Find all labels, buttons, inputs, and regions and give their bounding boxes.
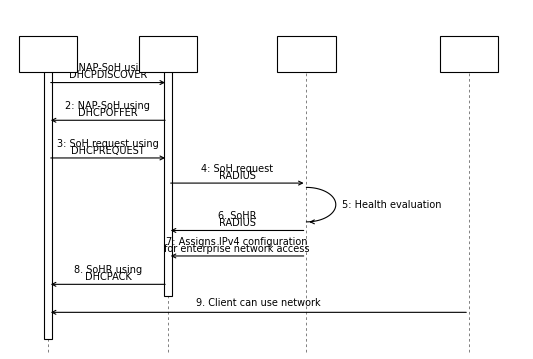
Text: 1: NAP-SoH using: 1: NAP-SoH using — [66, 63, 150, 73]
Text: 4: SoH request: 4: SoH request — [201, 164, 273, 174]
Bar — [277, 36, 336, 72]
Text: NPS: NPS — [297, 49, 316, 59]
Text: 7: Assigns IPv4 configuration: 7: Assigns IPv4 configuration — [166, 237, 308, 247]
Text: DHCPREQUEST: DHCPREQUEST — [71, 146, 145, 156]
Text: for enterprise network access: for enterprise network access — [165, 244, 310, 254]
Bar — [139, 36, 197, 72]
Text: RADIUS: RADIUS — [219, 171, 256, 181]
Bar — [164, 63, 172, 296]
Text: Enterprise
network: Enterprise network — [444, 43, 494, 65]
Bar — [44, 63, 52, 339]
Text: 9. Client can use network: 9. Client can use network — [196, 298, 321, 308]
Text: DHCPDISCOVER: DHCPDISCOVER — [69, 70, 147, 80]
Text: DHCPACK: DHCPACK — [85, 272, 131, 282]
Text: 2: NAP-SoH using: 2: NAP-SoH using — [66, 101, 150, 111]
Text: RADIUS: RADIUS — [219, 218, 256, 228]
Text: 5: Health evaluation: 5: Health evaluation — [342, 200, 442, 210]
Bar — [19, 36, 77, 72]
Text: 3: SoH request using: 3: SoH request using — [57, 139, 159, 149]
Text: 6. SoHR: 6. SoHR — [218, 211, 256, 221]
Text: DHCPOFFER: DHCPOFFER — [78, 108, 138, 118]
Text: NAP client: NAP client — [23, 49, 73, 59]
Text: 8. SoHR using: 8. SoHR using — [74, 265, 142, 275]
Bar — [440, 36, 498, 72]
Text: DHCP
server: DHCP server — [152, 43, 183, 65]
